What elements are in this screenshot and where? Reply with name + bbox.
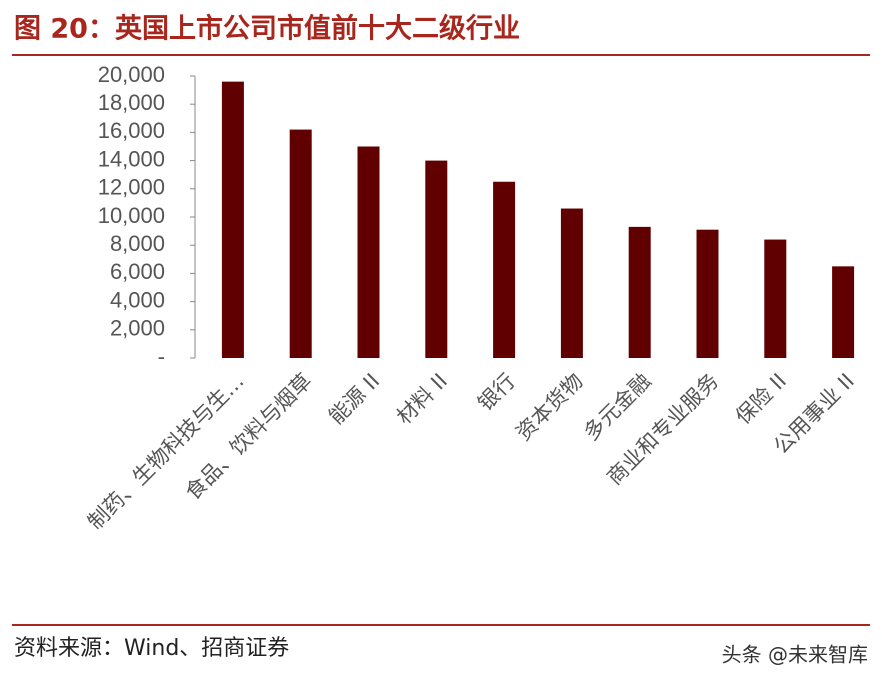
x-tick-label: 资本货物	[511, 369, 587, 445]
bar	[493, 181, 516, 358]
x-tick-label: 能源 II	[324, 369, 384, 429]
x-tick-label: 保险 II	[731, 369, 791, 429]
y-tick-label: 18,000	[98, 90, 165, 115]
y-tick-label: 16,000	[98, 118, 165, 143]
y-tick-label: 6,000	[110, 259, 165, 284]
watermark: 头条 @未来智库	[722, 643, 868, 667]
bar	[221, 81, 244, 358]
bar	[425, 160, 448, 358]
y-tick-label: 2,000	[110, 316, 165, 341]
y-tick-label: 14,000	[98, 146, 165, 171]
y-tick-label: 12,000	[98, 175, 165, 200]
bar	[289, 129, 312, 358]
x-tick-label: 食品、饮料与烟草	[181, 369, 317, 505]
bar	[628, 226, 651, 358]
y-tick-label: 20,000	[98, 62, 165, 87]
chart-title: 图 20：英国上市公司市值前十大二级行业	[14, 13, 520, 45]
bar	[696, 229, 719, 358]
y-tick-label: 4,000	[110, 287, 165, 312]
x-tick-label: 材料 II	[392, 369, 452, 429]
bar	[560, 208, 583, 358]
bar	[832, 266, 855, 358]
y-tick-label: 8,000	[110, 231, 165, 256]
bar	[357, 146, 380, 358]
y-tick-label: -	[158, 344, 165, 369]
y-tick-label: 10,000	[98, 203, 165, 228]
source-note: 资料来源：Wind、招商证券	[14, 636, 289, 661]
bar	[764, 239, 787, 358]
x-tick-label: 银行	[473, 369, 520, 416]
